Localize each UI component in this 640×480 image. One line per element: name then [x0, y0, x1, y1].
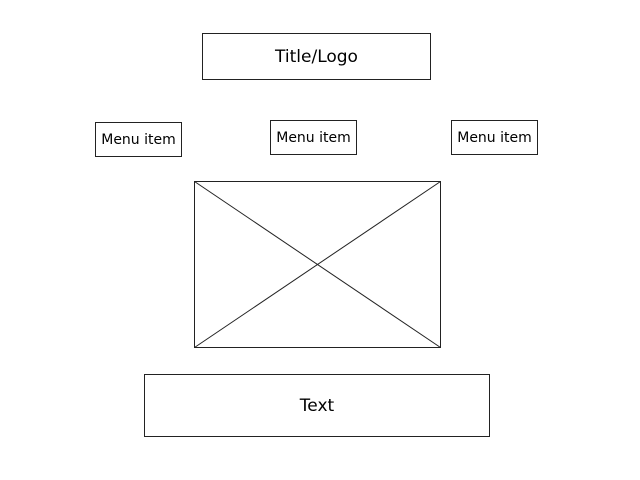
menu-item-2[interactable]: Menu item	[270, 120, 357, 155]
menu-item-3[interactable]: Menu item	[451, 120, 538, 155]
title-logo: Title/Logo	[202, 33, 431, 80]
menu-item-1[interactable]: Menu item	[95, 122, 182, 157]
image-placeholder-diagonal-2	[194, 181, 441, 348]
text-block: Text	[144, 374, 490, 437]
image-placeholder	[194, 181, 441, 348]
